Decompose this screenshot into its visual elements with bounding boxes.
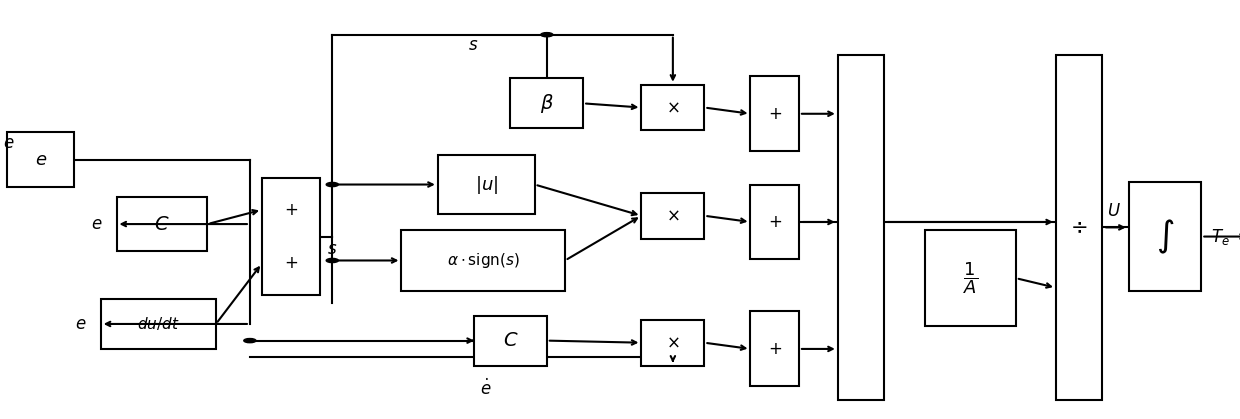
Bar [641, 193, 704, 239]
Text: $+$: $+$ [768, 105, 781, 123]
Text: $+$: $+$ [768, 213, 781, 231]
Text: $\times$: $\times$ [666, 98, 680, 116]
Bar [511, 78, 583, 128]
Bar [100, 299, 216, 349]
Circle shape [541, 33, 553, 37]
Circle shape [326, 182, 339, 186]
Bar [641, 320, 704, 366]
Text: $e$: $e$ [74, 315, 87, 333]
Bar [402, 230, 565, 291]
Text: $U$: $U$ [1107, 202, 1121, 220]
Text: $e$: $e$ [35, 150, 47, 168]
Text: $\div$: $\div$ [1070, 217, 1087, 238]
Bar [925, 230, 1016, 326]
Circle shape [326, 259, 339, 263]
Text: $\beta$: $\beta$ [539, 92, 554, 115]
Text: $s$: $s$ [327, 240, 337, 258]
Bar [750, 184, 799, 259]
Text: $+$: $+$ [284, 201, 298, 219]
Text: $C$: $C$ [502, 331, 518, 350]
Text: $s$: $s$ [467, 36, 479, 54]
Text: $+$: $+$ [768, 340, 781, 358]
Text: $\times$: $\times$ [666, 334, 680, 352]
Bar [262, 178, 320, 295]
Text: $e$: $e$ [91, 215, 102, 233]
Bar [7, 132, 74, 186]
Text: $C$: $C$ [154, 215, 170, 233]
Text: $T_e$: $T_e$ [1211, 227, 1230, 246]
Text: $\dot{e}$: $\dot{e}$ [480, 378, 492, 398]
Bar [750, 311, 799, 386]
Circle shape [244, 339, 255, 343]
Bar [474, 316, 547, 366]
Text: $\alpha\cdot\mathrm{sign}(s)$: $\alpha\cdot\mathrm{sign}(s)$ [446, 251, 520, 270]
Bar [838, 54, 884, 400]
Text: $\dfrac{1}{A}$: $\dfrac{1}{A}$ [962, 260, 978, 296]
Text: $e$: $e$ [2, 134, 14, 152]
Text: $\times$: $\times$ [666, 207, 680, 225]
Text: $du/dt$: $du/dt$ [138, 316, 180, 332]
Text: $+$: $+$ [284, 254, 298, 272]
Bar [750, 76, 799, 151]
Text: $|u|$: $|u|$ [475, 173, 497, 196]
Bar [117, 197, 207, 251]
Text: $\int$: $\int$ [1156, 217, 1174, 256]
Bar [1056, 54, 1102, 400]
Bar [1128, 182, 1202, 291]
Bar [438, 155, 534, 214]
Bar [641, 85, 704, 130]
